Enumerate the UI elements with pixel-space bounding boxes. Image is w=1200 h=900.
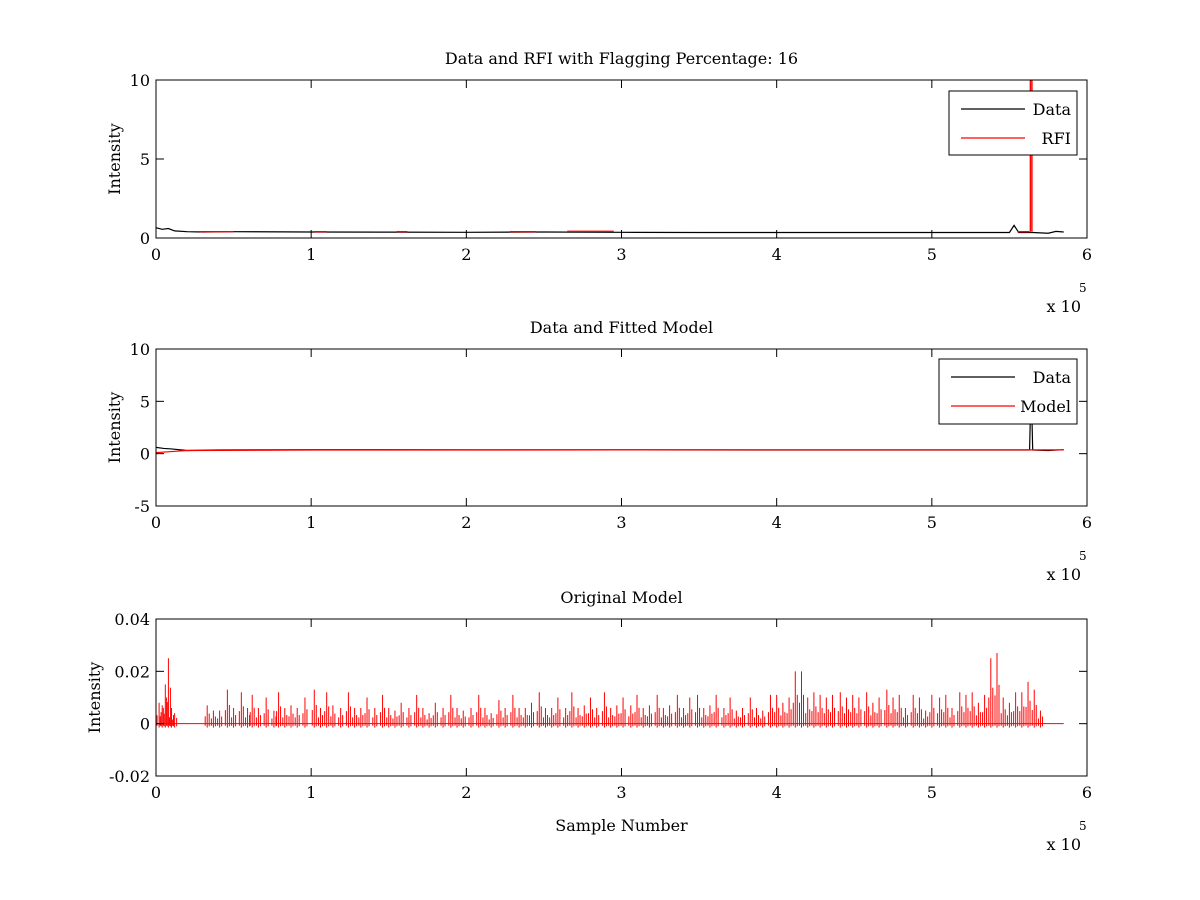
plot-area xyxy=(156,80,1087,238)
legend-label-data: Data xyxy=(1033,368,1072,387)
x-tick-label: 1 xyxy=(306,783,316,802)
plot-area xyxy=(156,619,1087,776)
plot-series xyxy=(156,653,1064,728)
y-axis-label: Intensity xyxy=(105,123,124,195)
y-tick-label: 0 xyxy=(140,445,150,464)
x-tick-label: 2 xyxy=(461,513,471,532)
subplot-title: Original Model xyxy=(560,588,682,607)
y-tick-label: 0.02 xyxy=(114,662,150,681)
x-tick-label: 5 xyxy=(927,245,937,264)
y-axis-label: Intensity xyxy=(85,662,104,734)
y-tick-label: 10 xyxy=(130,340,150,359)
y-tick-label: -0.02 xyxy=(109,767,150,786)
x-tick-label: 3 xyxy=(616,783,626,802)
x-tick-label: 4 xyxy=(772,513,782,532)
x-tick-label: 6 xyxy=(1082,245,1092,264)
legend-label-data: Data xyxy=(1033,100,1072,119)
legend-box xyxy=(948,90,1078,156)
x-tick-label: 2 xyxy=(461,783,471,802)
x-tick-label: 3 xyxy=(616,245,626,264)
plot-series xyxy=(156,80,1064,234)
x-tick-label: 5 xyxy=(927,513,937,532)
x-tick-label: 2 xyxy=(461,245,471,264)
x-axis-label: Sample Number xyxy=(555,816,688,835)
y-tick-label: 5 xyxy=(140,392,150,411)
x-multiplier-base: x 10 xyxy=(1047,297,1081,316)
plot-area xyxy=(156,349,1087,506)
y-tick-label: 10 xyxy=(130,71,150,90)
x-tick-label: 6 xyxy=(1082,513,1092,532)
legend-label-rfi: RFI xyxy=(1042,129,1071,148)
legend: Data RFI xyxy=(948,90,1078,156)
series-model-line xyxy=(156,449,1064,454)
x-tick-label: 1 xyxy=(306,245,316,264)
x-tick-label: 0 xyxy=(151,245,161,264)
subplot-1: 0 1 2 3 4 5 6 0 5 10 Data and RFI with Flagging Pe… xyxy=(105,49,1092,316)
x-multiplier-exponent: 5 xyxy=(1079,549,1087,563)
y-axis-label: Intensity xyxy=(105,392,124,464)
legend-label-model: Model xyxy=(1020,397,1071,416)
x-multiplier-base: x 10 xyxy=(1047,565,1081,584)
series-rfi-segment xyxy=(1029,80,1033,232)
x-tick-label: 0 xyxy=(151,513,161,532)
x-tick-label: 4 xyxy=(772,783,782,802)
x-tick-label: 1 xyxy=(306,513,316,532)
plot-series xyxy=(156,415,1064,454)
x-multiplier-exponent: 5 xyxy=(1079,281,1087,295)
x-multiplier-base: x 10 xyxy=(1047,835,1081,854)
y-tick-label: 0 xyxy=(140,715,150,734)
x-tick-label: 5 xyxy=(927,783,937,802)
subplot-title: Data and RFI with Flagging Percentage: 1… xyxy=(445,49,798,68)
subplot-title: Data and Fitted Model xyxy=(530,318,713,337)
x-tick-label: 4 xyxy=(772,245,782,264)
y-tick-label: 5 xyxy=(140,150,150,169)
legend-box xyxy=(938,358,1078,425)
y-tick-label: -5 xyxy=(134,497,150,516)
y-tick-label: 0.04 xyxy=(114,610,150,629)
legend: Data Model xyxy=(938,358,1078,425)
x-multiplier-exponent: 5 xyxy=(1079,819,1087,833)
y-tick-label: 0 xyxy=(140,229,150,248)
series-data-line xyxy=(156,224,1064,234)
x-tick-label: 3 xyxy=(616,513,626,532)
x-tick-label: 6 xyxy=(1082,783,1092,802)
x-tick-label: 0 xyxy=(151,783,161,802)
